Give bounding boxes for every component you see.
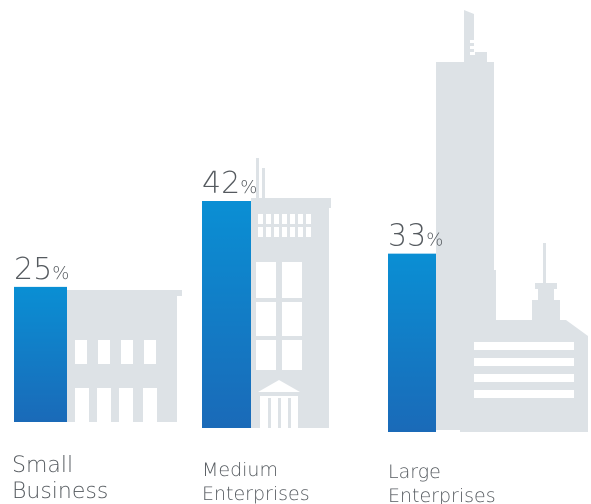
bar-medium-enterprises — [202, 201, 251, 428]
category-label-line: Small — [12, 453, 73, 478]
value-label-medium-enterprises: 42% — [202, 166, 257, 201]
small-business-building-icon — [67, 290, 182, 422]
category-label-large-enterprises: Large Enterprises — [388, 461, 496, 504]
value-number: 25 — [14, 252, 52, 287]
category-label-small-business: Small Business — [12, 453, 108, 504]
value-label-small-business: 25% — [14, 252, 69, 287]
category-label-line: Enterprises — [388, 485, 496, 504]
value-number: 33 — [388, 219, 426, 254]
value-unit: % — [426, 230, 443, 251]
category-label-line: Medium — [202, 459, 278, 481]
building-illustrations — [67, 10, 588, 432]
bar-large-enterprises — [388, 253, 436, 432]
category-label-line: Enterprises — [202, 483, 310, 504]
value-label-large-enterprises: 33% — [388, 219, 443, 254]
large-enterprise-building-icon — [436, 10, 588, 432]
value-unit: % — [52, 263, 69, 284]
category-label-line: Large — [388, 461, 441, 483]
bar-small-business — [14, 286, 67, 422]
value-unit: % — [240, 177, 257, 198]
category-label-medium-enterprises: Medium Enterprises — [202, 459, 310, 504]
value-number: 42 — [202, 166, 240, 201]
category-label-line: Business — [12, 479, 108, 504]
medium-enterprise-building-icon — [251, 158, 331, 428]
